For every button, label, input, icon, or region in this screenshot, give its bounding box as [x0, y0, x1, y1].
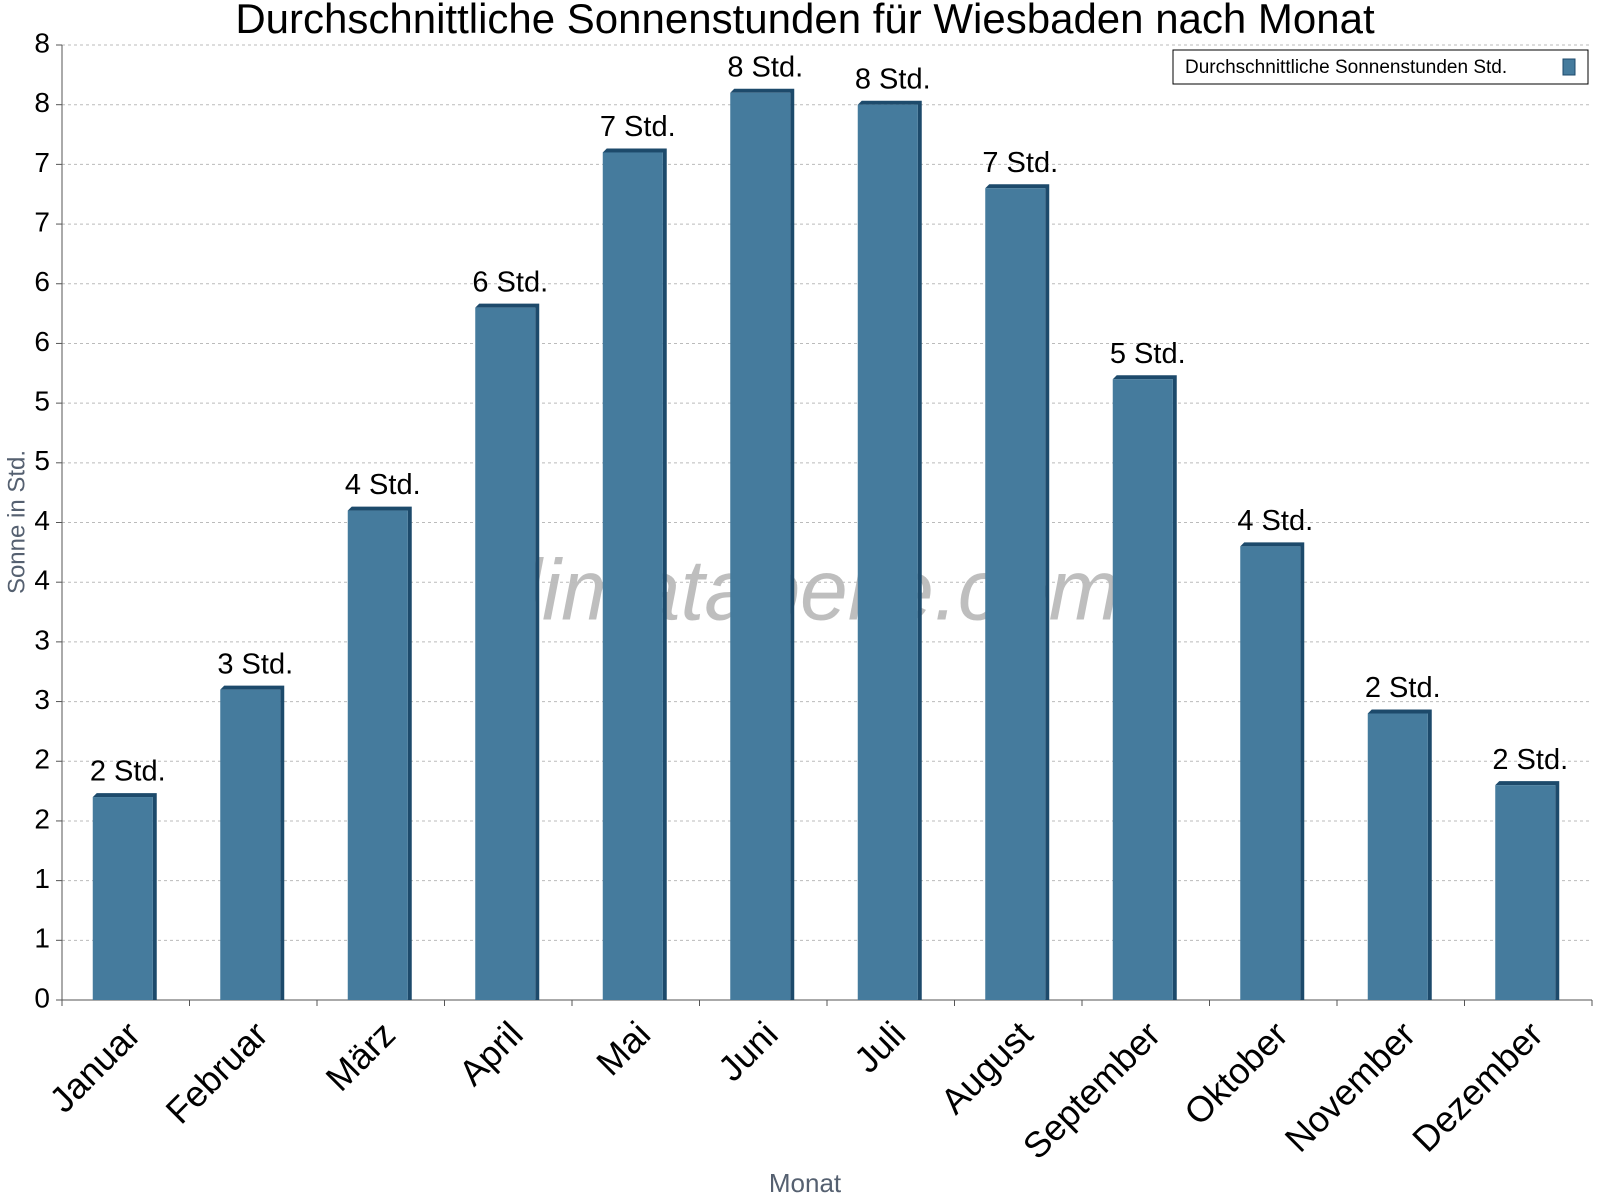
y-tick-label: 5	[34, 445, 50, 476]
data-label: 7 Std.	[600, 111, 676, 143]
x-axis-title: Monat	[769, 1168, 842, 1198]
data-label: 3 Std.	[217, 648, 293, 680]
data-label: 8 Std.	[855, 63, 931, 95]
legend-swatch	[1562, 58, 1576, 76]
bar	[92, 797, 153, 1000]
y-tick-label: 3	[34, 624, 50, 655]
bar	[857, 104, 918, 1000]
data-label: 4 Std.	[1237, 505, 1313, 537]
y-axis-title: Sonne in Std.	[3, 450, 30, 594]
y-tick-label: 4	[34, 505, 50, 536]
bar	[347, 510, 408, 1000]
bar	[1112, 379, 1173, 1000]
data-label: 2 Std.	[1492, 744, 1568, 776]
data-label: 6 Std.	[472, 266, 548, 298]
bar	[220, 689, 281, 1000]
bar	[602, 152, 663, 1000]
y-tick-label: 5	[34, 386, 50, 417]
data-label: 2 Std.	[1365, 672, 1441, 704]
data-label: 5 Std.	[1110, 338, 1186, 370]
legend: Durchschnittliche Sonnenstunden Std.	[1172, 49, 1589, 85]
chart-title: Durchschnittliche Sonnenstunden für Wies…	[235, 0, 1375, 42]
y-tick-label: 8	[34, 87, 50, 118]
y-tick-label: 1	[34, 923, 50, 954]
y-tick-label: 7	[34, 147, 50, 178]
y-tick-label: 8	[34, 27, 50, 58]
data-label: 8 Std.	[727, 51, 803, 83]
legend-box	[1172, 49, 1589, 85]
bar	[1495, 785, 1556, 1000]
y-tick-label: 1	[34, 863, 50, 894]
y-tick-label: 7	[34, 206, 50, 237]
legend-label: Durchschnittliche Sonnenstunden Std.	[1185, 57, 1507, 78]
bar	[1367, 713, 1428, 1000]
bar	[475, 307, 536, 1000]
y-tick-label: 3	[34, 684, 50, 715]
y-tick-label: 2	[34, 803, 50, 834]
bar	[1240, 546, 1301, 1000]
bar	[985, 188, 1046, 1000]
y-tick-label: 6	[34, 326, 50, 357]
data-label: 2 Std.	[90, 756, 166, 788]
y-tick-label: 4	[34, 565, 50, 596]
y-tick-label: 6	[34, 266, 50, 297]
y-tick-label: 0	[34, 982, 50, 1013]
data-label: 4 Std.	[345, 469, 421, 501]
y-tick-label: 2	[34, 744, 50, 775]
data-label: 7 Std.	[982, 147, 1058, 179]
bar	[730, 92, 791, 1000]
